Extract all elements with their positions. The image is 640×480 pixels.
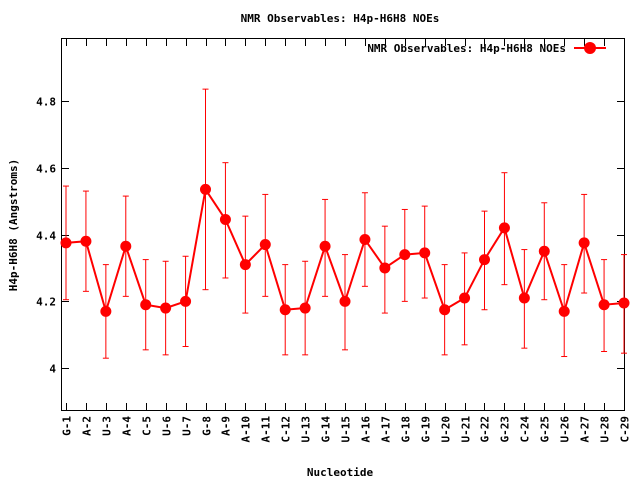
x-tick-label: U-20 bbox=[440, 416, 453, 443]
data-point bbox=[439, 304, 451, 316]
legend: NMR Observables: H4p-H6H8 NOEs bbox=[367, 42, 606, 55]
data-point bbox=[140, 299, 152, 311]
data-point bbox=[319, 240, 331, 252]
x-tick-label: U-26 bbox=[559, 416, 572, 443]
x-axis-label: Nucleotide bbox=[307, 466, 374, 479]
data-point bbox=[299, 302, 311, 314]
data-point bbox=[419, 247, 431, 259]
y-tick-label: 4 bbox=[49, 363, 56, 376]
data-point bbox=[100, 305, 112, 317]
x-tick-label: A-17 bbox=[380, 416, 393, 443]
data-point bbox=[259, 239, 271, 251]
x-tick-label: G-14 bbox=[320, 416, 333, 443]
x-tick-label: G-1 bbox=[61, 416, 74, 436]
data-point bbox=[80, 235, 92, 247]
data-point bbox=[200, 183, 211, 195]
data-point bbox=[399, 249, 411, 261]
chart-title: NMR Observables: H4p-H6H8 NOEs bbox=[241, 12, 440, 25]
x-tick-label: U-28 bbox=[599, 416, 612, 443]
legend-marker bbox=[584, 42, 596, 54]
x-tick-label: U-6 bbox=[161, 416, 174, 436]
data-point bbox=[498, 222, 510, 234]
x-tick-label: G-25 bbox=[539, 416, 552, 443]
y-tick-label: 4.4 bbox=[36, 230, 56, 243]
data-point bbox=[379, 262, 391, 274]
data-point bbox=[518, 292, 530, 304]
x-tick-label: G-22 bbox=[479, 416, 492, 443]
x-tick-label: A-2 bbox=[81, 416, 94, 436]
x-tick-label: U-13 bbox=[300, 416, 313, 443]
x-tick-label: A-9 bbox=[220, 416, 233, 436]
series-group bbox=[60, 88, 630, 359]
data-point bbox=[479, 254, 490, 266]
x-tick-label: A-4 bbox=[121, 416, 134, 436]
data-point bbox=[279, 304, 291, 316]
x-tick-label: G-19 bbox=[420, 416, 433, 443]
x-tick-label: C-24 bbox=[519, 416, 532, 443]
x-tick-label: A-11 bbox=[260, 416, 273, 443]
x-tick-label: G-23 bbox=[499, 416, 512, 443]
data-point bbox=[219, 213, 231, 225]
data-point bbox=[538, 245, 550, 257]
data-point bbox=[339, 295, 351, 307]
data-point bbox=[60, 237, 72, 249]
x-tick-label: U-7 bbox=[181, 416, 194, 436]
plot-frame bbox=[61, 38, 625, 411]
x-tick-label: U-21 bbox=[460, 416, 473, 443]
y-axis: 4 4.2 4.4 4.6 4.8 bbox=[36, 96, 624, 376]
x-tick-label: U-3 bbox=[101, 416, 114, 436]
x-tick-label: G-8 bbox=[201, 416, 214, 436]
data-point bbox=[160, 302, 172, 314]
x-tick-label: G-18 bbox=[400, 416, 413, 443]
data-point bbox=[359, 234, 371, 246]
data-point bbox=[558, 305, 570, 317]
data-point bbox=[598, 299, 610, 311]
data-point bbox=[459, 292, 471, 304]
legend-label: NMR Observables: H4p-H6H8 NOEs bbox=[367, 42, 566, 55]
y-tick-label: 4.2 bbox=[36, 296, 56, 309]
data-point bbox=[618, 297, 630, 309]
y-tick-label: 4.6 bbox=[36, 163, 56, 176]
y-axis-label: H4p-H6H8 (Angstroms) bbox=[7, 159, 20, 291]
data-point bbox=[180, 295, 192, 307]
data-point bbox=[578, 237, 590, 249]
x-tick-label: A-27 bbox=[579, 416, 592, 443]
x-tick-label: C-29 bbox=[619, 416, 632, 443]
x-tick-label: C-12 bbox=[280, 416, 293, 443]
x-tick-label: A-10 bbox=[240, 416, 253, 443]
x-tick-label: C-5 bbox=[141, 416, 154, 436]
x-tick-label: A-16 bbox=[360, 416, 373, 443]
y-tick-label: 4.8 bbox=[36, 96, 56, 109]
x-tick-label: U-15 bbox=[340, 416, 353, 443]
x-axis: G-1 A-2 U-3 A-4 C-5 U-6 U-7 G-8 A-9 A-10 A-11 C-12 U… bbox=[61, 39, 632, 443]
data-point bbox=[120, 240, 132, 252]
data-point bbox=[239, 259, 251, 271]
